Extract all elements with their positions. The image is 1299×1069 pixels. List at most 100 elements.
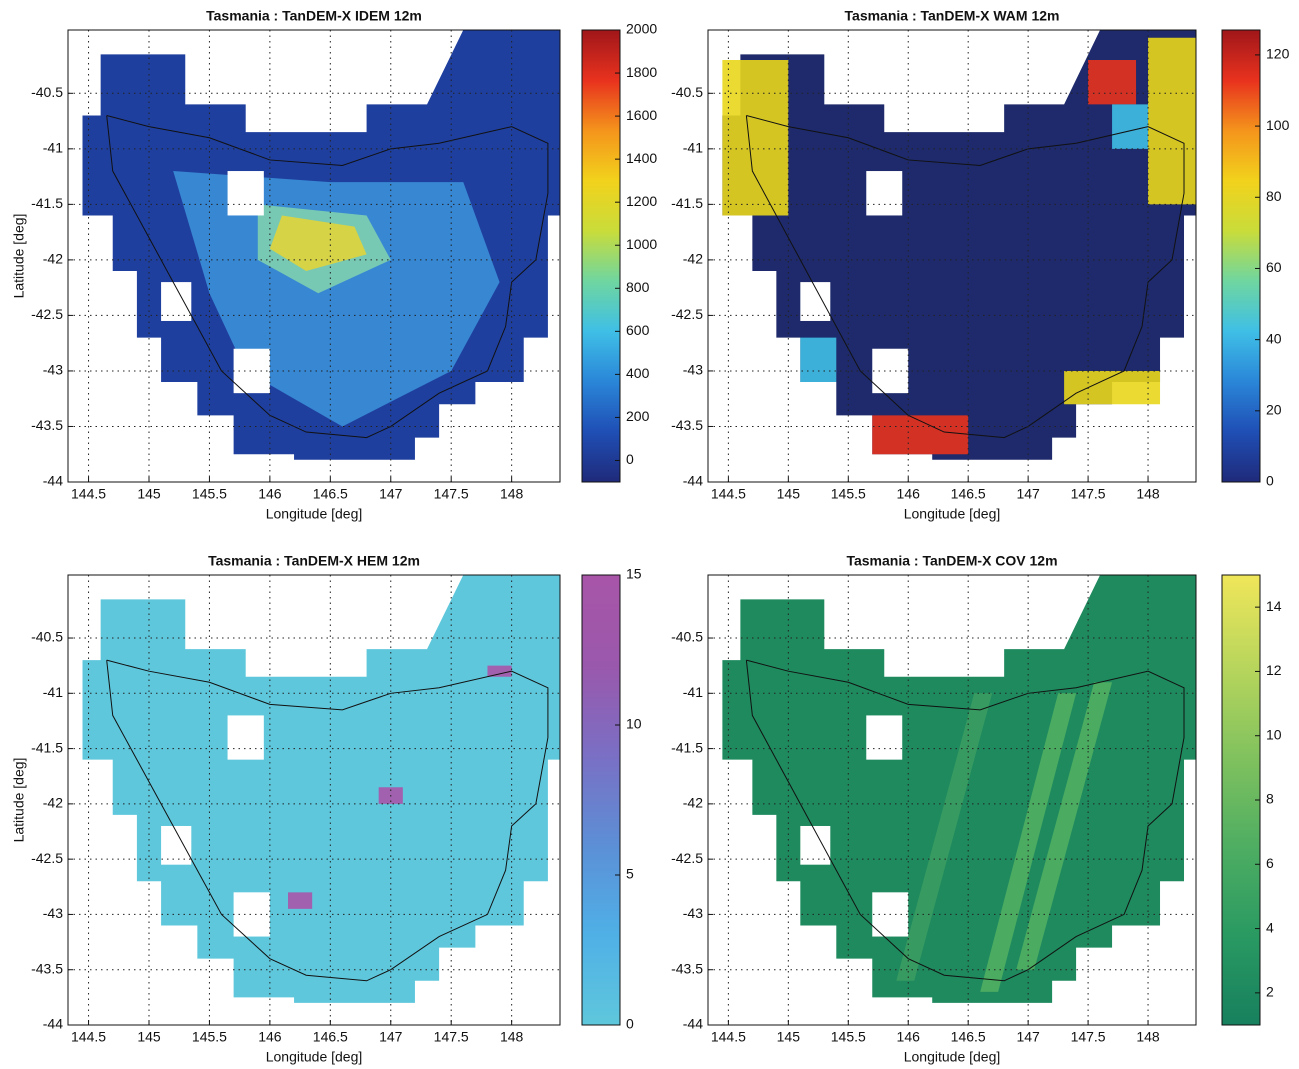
y-tick-label: -41 [683,684,703,700]
colorbar-tick-label: 0 [626,451,634,467]
x-tick-label: 146.5 [951,1029,986,1045]
gap [866,171,902,215]
figure: 144.5145145.5146146.5147147.5148-44-43.5… [0,0,1299,1069]
y-axis-label: Latitude [deg] [11,214,27,299]
y-tick-label: -43 [683,362,703,378]
colorbar-tick-label: 2 [1266,984,1274,1000]
colorbar-tick-label: 4 [1266,919,1274,935]
raster-patch [1112,104,1148,148]
colorbar [1222,575,1260,1025]
colorbar-tick-label: 600 [626,322,650,338]
colorbar-tick-label: 120 [1266,46,1290,62]
x-tick-label: 144.5 [711,486,746,502]
raster-patch [722,60,788,215]
colorbar [1222,30,1260,482]
y-tick-label: -42 [43,251,63,267]
y-tick-label: -42 [683,795,703,811]
gap [866,715,902,759]
colorbar-tick-label: 200 [626,408,650,424]
map-panel: 144.5145145.5146146.5147147.5148-44-43.5… [671,8,1289,522]
y-tick-label: -41.5 [671,739,703,755]
coverage [83,575,560,1003]
y-tick-label: -40.5 [31,84,63,100]
colorbar-tick-label: 1200 [626,193,657,209]
y-tick-label: -44 [683,473,703,489]
x-tick-label: 144.5 [71,486,106,502]
x-tick-label: 146 [897,486,921,502]
raster [722,575,1196,1003]
x-tick-label: 146.5 [313,486,348,502]
y-tick-label: -40.5 [671,629,703,645]
raster-patch [1064,371,1160,404]
y-tick-label: -42.5 [31,850,63,866]
x-tick-label: 147.5 [1071,1029,1106,1045]
chart-title: Tasmania : TanDEM-X WAM 12m [845,8,1060,24]
raster [722,30,1196,460]
raster-patch [1088,60,1136,104]
y-tick-label: -43.5 [31,960,63,976]
colorbar-tick-label: 10 [626,716,642,732]
gap [228,715,264,759]
colorbar-tick-label: 100 [1266,117,1290,133]
x-tick-label: 145 [137,1029,161,1045]
x-tick-label: 147 [379,486,403,502]
colorbar-tick-label: 12 [1266,662,1282,678]
x-tick-label: 145.5 [192,486,227,502]
x-tick-label: 147 [1016,486,1040,502]
y-tick-label: -42 [43,795,63,811]
colorbar-tick-label: 14 [1266,598,1282,614]
chart-title: Tasmania : TanDEM-X IDEM 12m [206,8,422,24]
y-tick-label: -41.5 [31,739,63,755]
y-tick-label: -41.5 [31,195,63,211]
y-tick-label: -43.5 [671,960,703,976]
colorbar-tick-label: 1600 [626,107,657,123]
x-tick-label: 145.5 [831,486,866,502]
colorbar [582,30,620,482]
x-tick-label: 144.5 [71,1029,106,1045]
raster [83,575,560,1003]
y-tick-label: -42.5 [31,306,63,322]
colorbar-tick-label: 8 [1266,791,1274,807]
y-tick-label: -43.5 [671,417,703,433]
colorbar-tick-label: 1400 [626,150,657,166]
colorbar-tick-label: 60 [1266,259,1282,275]
colorbar-tick-label: 20 [1266,402,1282,418]
colorbar-tick-label: 5 [626,866,634,882]
x-tick-label: 147 [379,1029,403,1045]
colorbar-tick-label: 80 [1266,188,1282,204]
x-tick-label: 147.5 [1071,486,1106,502]
colorbar-tick-label: 0 [1266,473,1274,489]
chart-title: Tasmania : TanDEM-X COV 12m [846,553,1057,569]
y-tick-label: -43 [43,362,63,378]
y-tick-label: -43 [43,905,63,921]
x-tick-label: 147.5 [434,1029,469,1045]
gap [228,171,264,215]
x-tick-label: 146 [897,1029,921,1045]
colorbar-tick-label: 1800 [626,64,657,80]
y-tick-label: -41 [43,140,63,156]
y-tick-label: -41.5 [671,195,703,211]
x-axis-label: Longitude [deg] [904,506,1001,522]
chart-title: Tasmania : TanDEM-X HEM 12m [208,553,420,569]
y-tick-label: -42.5 [671,850,703,866]
y-tick-label: -43.5 [31,417,63,433]
x-tick-label: 148 [1136,1029,1160,1045]
colorbar-tick-label: 40 [1266,330,1282,346]
x-tick-label: 148 [500,1029,524,1045]
y-tick-label: -44 [683,1016,703,1032]
y-tick-label: -40.5 [671,84,703,100]
y-tick-label: -44 [43,473,63,489]
x-tick-label: 145 [137,486,161,502]
x-tick-label: 145 [777,1029,801,1045]
x-tick-label: 145 [777,486,801,502]
raster-patch [487,666,511,677]
y-tick-label: -41 [43,684,63,700]
x-tick-label: 145.5 [831,1029,866,1045]
colorbar-tick-label: 10 [1266,726,1282,742]
colorbar-tick-label: 15 [626,566,642,582]
x-tick-label: 147 [1016,1029,1040,1045]
x-tick-label: 146 [258,486,282,502]
y-tick-label: -41 [683,140,703,156]
raster-patch [800,338,836,382]
